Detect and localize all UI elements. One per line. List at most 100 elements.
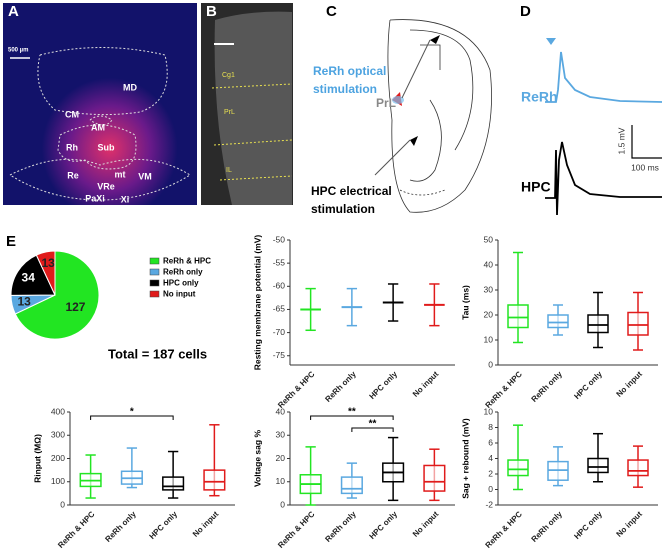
- legend-swatch: [149, 268, 160, 276]
- label: IL: [226, 167, 232, 174]
- box: [507, 459, 529, 477]
- label: Cg1: [222, 72, 235, 79]
- significance-bracket: [90, 415, 174, 420]
- legend-label: No input: [163, 290, 196, 299]
- x-tick-label: ReRh & HPC: [484, 509, 524, 549]
- light-spot: [392, 96, 404, 104]
- panel-a-image: [3, 3, 197, 205]
- neuron: [430, 35, 440, 44]
- hpc-trace: [545, 141, 662, 216]
- x-tick-label: HPC only: [572, 509, 604, 541]
- x-tick-label: ReRh only: [103, 509, 138, 544]
- slice-label: 13: [17, 294, 31, 308]
- legend-swatch: [149, 257, 160, 265]
- x-tick-label: HPC only: [368, 509, 400, 541]
- y-axis-label: Voltage sag %: [252, 430, 262, 487]
- label: Sub: [98, 142, 116, 152]
- pie-slice: [14, 250, 100, 340]
- label: MD: [123, 82, 137, 92]
- y-tick-label: 0: [488, 359, 493, 369]
- stim-marker: [546, 38, 556, 45]
- y-tick-label: 0: [280, 499, 285, 509]
- box: [587, 314, 609, 334]
- x-tick-label: No input: [615, 509, 645, 539]
- scale-bars: [631, 125, 662, 159]
- significance-label: **: [348, 407, 356, 418]
- x-tick-label: ReRh & HPC: [276, 509, 316, 549]
- box: [587, 457, 609, 474]
- x-tick-label: ReRh only: [530, 509, 565, 544]
- x-tick-label: ReRh & HPC: [56, 509, 96, 549]
- pie-total: Total = 187 cells: [108, 346, 207, 361]
- y-tick-label: 300: [51, 430, 65, 440]
- y-axis-label: Resting membrane potential (mV): [252, 235, 262, 371]
- box: [340, 476, 363, 495]
- label: PaXi: [85, 193, 105, 203]
- label: Xi: [121, 194, 130, 204]
- y-tick-label: 400: [51, 406, 65, 416]
- label: VRe: [97, 181, 115, 191]
- y-tick-label: 2: [488, 468, 493, 478]
- x-tick-label: ReRh only: [323, 509, 358, 544]
- y-tick-label: 40: [484, 259, 494, 269]
- stim-electrode: [374, 139, 411, 176]
- y-tick-label: -70: [273, 327, 286, 337]
- x-tick-label: ReRh only: [323, 369, 358, 404]
- label: ReRh: [521, 89, 558, 105]
- significance-label: *: [130, 407, 134, 418]
- y-tick-label: -50: [273, 234, 286, 244]
- label: HPC electrical: [311, 184, 392, 198]
- x-tick-label: No input: [615, 369, 645, 399]
- x-tick-label: No input: [191, 509, 221, 539]
- y-tick-label: 0: [60, 499, 65, 509]
- label: B: [206, 3, 217, 20]
- y-tick-label: -65: [273, 304, 286, 314]
- box: [627, 459, 649, 477]
- x-tick-label: No input: [411, 509, 441, 539]
- y-tick-label: -55: [273, 257, 286, 267]
- electrode: [401, 39, 431, 99]
- slice-label: 13: [41, 256, 55, 270]
- box: [547, 314, 569, 329]
- label: D: [520, 3, 531, 20]
- legend-label: HPC only: [163, 279, 199, 288]
- y-axis-label: Sag + rebound (mV): [460, 418, 470, 499]
- panel-b-tissue: [214, 11, 292, 205]
- y-tick-label: 10: [276, 476, 286, 486]
- y-axis-label: Tau (ms): [460, 285, 470, 320]
- panel-a-outlines: [9, 47, 191, 201]
- x-tick-label: No input: [411, 369, 441, 399]
- label: Re: [67, 170, 79, 180]
- x-tick-label: ReRh only: [530, 369, 565, 404]
- y-tick-label: 40: [276, 406, 286, 416]
- x-tick-label: HPC only: [148, 509, 180, 541]
- y-tick-label: 4: [488, 453, 493, 463]
- label: 1.5 mV: [616, 127, 626, 154]
- label: E: [6, 233, 16, 250]
- label: 500 µm: [8, 48, 28, 54]
- label: mt: [115, 169, 126, 179]
- y-tick-label: 30: [484, 284, 494, 294]
- significance-label: **: [369, 419, 377, 430]
- y-tick-label: 100: [51, 476, 65, 486]
- label: ReRh optical: [313, 64, 386, 78]
- y-axis-label: Rinput (MΩ): [32, 434, 42, 483]
- label: C: [326, 3, 337, 20]
- label: PrL: [376, 96, 396, 110]
- box: [507, 304, 529, 329]
- pie-slice: [35, 250, 56, 296]
- label: HPC: [521, 179, 551, 195]
- box: [423, 464, 446, 492]
- y-tick-label: 8: [488, 422, 493, 432]
- legend-label: ReRh & HPC: [163, 257, 211, 266]
- panel-b-borders: [211, 83, 293, 181]
- significance-bracket: [310, 415, 394, 420]
- label: stimulation: [311, 202, 375, 216]
- y-tick-label: 10: [484, 406, 494, 416]
- neuron: [410, 136, 418, 146]
- legend-swatch: [149, 279, 160, 287]
- legend-label: ReRh only: [163, 268, 203, 277]
- label: CM: [65, 109, 79, 119]
